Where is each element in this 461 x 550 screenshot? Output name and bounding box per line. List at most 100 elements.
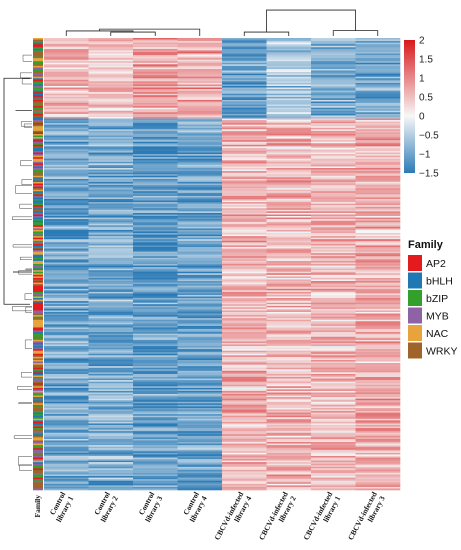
family-annotation-cell	[33, 99, 43, 102]
family-annotation-cell	[33, 84, 43, 87]
heatmap-cell	[44, 223, 89, 226]
heatmap-cell	[355, 220, 401, 223]
heatmap-cell	[355, 324, 401, 327]
heatmap-cell	[222, 98, 267, 101]
heatmap-cell	[177, 291, 223, 294]
family-annotation-cell	[33, 256, 43, 259]
family-annotation-cell	[33, 53, 43, 56]
heatmap-cell	[177, 479, 223, 482]
heatmap-cell	[44, 245, 89, 248]
heatmap-cell	[133, 273, 178, 276]
heatmap-cell	[44, 276, 89, 279]
heatmap-cell	[266, 106, 312, 108]
heatmap-cell	[44, 151, 89, 153]
heatmap-cell	[44, 446, 89, 449]
heatmap-cell	[222, 53, 267, 56]
heatmap-cell	[222, 39, 267, 42]
family-annotation-cell	[33, 195, 43, 198]
heatmap-cell	[88, 113, 134, 116]
colorbar-tick-label: 0.5	[419, 93, 433, 104]
heatmap-cell	[311, 350, 356, 353]
heatmap-cell	[222, 469, 267, 472]
heatmap-cell	[44, 434, 89, 437]
heatmap-cell	[88, 70, 134, 73]
heatmap-cell	[88, 414, 134, 416]
heatmap-cell	[44, 217, 89, 220]
heatmap-cell	[311, 347, 356, 350]
heatmap-cell	[177, 109, 223, 112]
heatmap-cell	[88, 313, 134, 316]
heatmap-cell	[133, 311, 178, 314]
heatmap-cell	[311, 253, 356, 256]
heatmap-cell	[177, 358, 223, 361]
family-annotation-cell	[33, 338, 43, 341]
heatmap-cell	[177, 378, 223, 381]
family-annotation-cell	[33, 482, 43, 485]
heatmap-cell	[311, 223, 356, 226]
heatmap-cell	[311, 178, 356, 181]
heatmap-cell	[311, 401, 356, 404]
heatmap-cell	[44, 394, 89, 396]
heatmap-cell	[88, 99, 134, 102]
heatmap-cell	[133, 109, 178, 112]
heatmap-cell	[222, 431, 267, 434]
heatmap-cell	[177, 99, 223, 102]
heatmap-cell	[88, 321, 134, 324]
heatmap-cell	[266, 339, 312, 342]
heatmap-cell	[266, 226, 312, 229]
heatmap-cell	[88, 288, 134, 291]
heatmap-cell	[88, 130, 134, 133]
family-annotation-cell	[33, 363, 43, 365]
family-annotation-cell	[33, 180, 43, 183]
heatmap-cell	[177, 206, 223, 209]
heatmap-cell	[355, 445, 401, 447]
heatmap-cell	[266, 65, 312, 68]
heatmap-cell	[44, 260, 89, 263]
family-annotation-cell	[33, 311, 43, 314]
heatmap-cell	[222, 397, 267, 399]
heatmap-cell	[311, 50, 356, 53]
family-annotation-cell	[33, 305, 43, 308]
heatmap-cell	[44, 329, 89, 331]
heatmap-cell	[266, 298, 312, 300]
heatmap-cell	[44, 228, 89, 231]
family-annotation-cell	[33, 118, 43, 121]
heatmap-cell	[88, 163, 134, 166]
family-annotation-cell	[33, 468, 43, 471]
heatmap-cell	[266, 82, 312, 85]
heatmap-cell	[44, 409, 89, 412]
heatmap-cell	[88, 171, 134, 173]
family-annotation-cell	[33, 268, 43, 271]
heatmap-cell	[177, 347, 223, 350]
heatmap-cell	[355, 291, 401, 294]
heatmap-cell	[355, 104, 401, 107]
heatmap-cell	[355, 442, 401, 444]
heatmap-cell	[177, 141, 223, 144]
heatmap-cell	[222, 488, 267, 491]
heatmap-cell	[266, 352, 312, 355]
heatmap-cell	[311, 251, 356, 254]
heatmap-cell	[133, 440, 178, 443]
heatmap-cell	[266, 116, 312, 119]
heatmap-cell	[44, 341, 89, 344]
heatmap-cell	[44, 349, 89, 351]
heatmap-cell	[266, 61, 312, 64]
heatmap-cell	[133, 366, 178, 369]
heatmap-cell	[266, 85, 312, 88]
heatmap-cell	[266, 476, 312, 478]
heatmap-cell	[222, 486, 267, 489]
family-annotation-cell	[33, 194, 43, 197]
heatmap-cell	[44, 398, 89, 401]
heatmap-cell	[177, 242, 223, 245]
heatmap-cell	[311, 465, 356, 468]
heatmap-cell	[133, 333, 178, 336]
heatmap-cell	[355, 262, 401, 265]
heatmap-cell	[355, 151, 401, 153]
heatmap-cell	[266, 364, 312, 367]
heatmap-cell	[44, 124, 89, 127]
heatmap-cell	[88, 370, 134, 373]
heatmap-cell	[133, 327, 178, 330]
heatmap-cell	[88, 363, 134, 365]
